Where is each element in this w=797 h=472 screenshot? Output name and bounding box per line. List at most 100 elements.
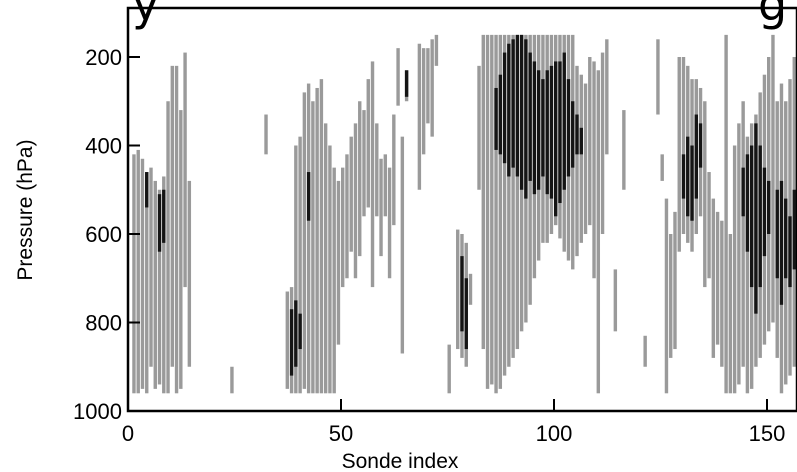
light-cell (485, 34, 490, 389)
y-tick-label: 600 (85, 222, 122, 247)
light-cell (468, 273, 473, 305)
light-cell (707, 172, 711, 279)
dark-cell (294, 300, 298, 367)
dark-cell (558, 61, 562, 204)
light-cell (673, 211, 677, 350)
light-cell (353, 123, 358, 279)
dark-cell (562, 52, 566, 190)
light-cell (387, 167, 392, 279)
light-cell (140, 158, 145, 389)
light-cell (745, 136, 750, 394)
x-tick-label: 0 (122, 421, 134, 446)
light-cell (430, 39, 434, 137)
light-cell (400, 136, 405, 354)
light-cell (362, 110, 366, 217)
light-cell (656, 39, 660, 115)
y-tick-label: 1000 (73, 399, 122, 424)
light-cell (149, 167, 153, 367)
dark-cell (498, 74, 503, 155)
light-cell (319, 79, 324, 394)
light-cell (515, 34, 520, 350)
light-cell (737, 123, 741, 385)
light-cell (711, 198, 716, 358)
dark-cell (784, 198, 788, 279)
light-cell (660, 154, 664, 181)
light-cell (481, 34, 485, 350)
dark-cell (306, 172, 311, 221)
dark-cell (460, 256, 464, 332)
dark-cell (694, 114, 698, 199)
dark-cell (788, 216, 792, 288)
x-tick-label: 100 (536, 421, 573, 446)
dark-cell (507, 43, 511, 177)
light-cell (349, 136, 353, 252)
dark-cell (515, 34, 520, 177)
dark-cell (494, 87, 498, 150)
light-cell (579, 74, 583, 243)
light-cell (315, 87, 319, 394)
dark-cell (545, 70, 549, 195)
plot-frame (126, 6, 797, 413)
dark-cell (767, 180, 771, 234)
dark-cell (298, 313, 302, 350)
dark-cell (289, 309, 294, 376)
light-cell (507, 34, 511, 367)
x-axis: 0 50 100 150 (122, 399, 785, 446)
x-tick-label: 50 (329, 421, 353, 446)
light-cell (157, 189, 162, 385)
light-cell (183, 52, 187, 288)
light-cell (298, 136, 302, 394)
dark-cell (690, 145, 694, 221)
light-cell (145, 172, 149, 394)
light-cell (170, 65, 175, 367)
top-cut-text-right: g (758, 0, 787, 31)
light-cell (511, 34, 515, 358)
light-cell (502, 34, 507, 376)
light-cell (613, 269, 618, 332)
dark-cell (775, 189, 779, 279)
light-cell (575, 65, 579, 257)
light-cell (396, 48, 400, 106)
light-cell (732, 145, 737, 394)
light-cell (456, 229, 460, 350)
dark-cell (157, 194, 162, 252)
dark-cell (464, 278, 468, 350)
dark-cell (681, 154, 686, 199)
y-axis-label: Pressure (hPa) (14, 139, 37, 280)
light-cell (434, 34, 439, 66)
light-cell (366, 79, 370, 208)
dark-cell (511, 39, 515, 168)
dark-cell (549, 65, 554, 199)
dark-cell (686, 136, 690, 217)
light-cell (323, 123, 328, 394)
light-cell (383, 154, 388, 217)
light-cell (426, 48, 430, 124)
dark-cell (779, 180, 784, 305)
dark-cell (745, 154, 750, 252)
dark-cell (792, 189, 796, 270)
dark-cell (162, 189, 166, 243)
light-cell (187, 180, 192, 367)
light-cell (771, 34, 775, 323)
dark-cell (502, 52, 507, 164)
light-cell (179, 110, 183, 389)
light-cell (336, 180, 341, 345)
dark-cell (571, 101, 575, 168)
x-tick-label: 150 (749, 421, 786, 446)
light-cell (230, 366, 234, 394)
dark-cell (754, 123, 758, 314)
light-cell (703, 101, 707, 288)
top-cut-text-left: y (132, 0, 159, 31)
light-cell (715, 211, 720, 345)
light-cell (285, 291, 290, 389)
light-cell (724, 34, 728, 394)
light-cell (136, 149, 140, 394)
y-axis: 200 400 600 800 1000 (73, 45, 140, 424)
light-cell (728, 234, 733, 394)
light-cell (677, 57, 681, 252)
light-cell (264, 114, 268, 155)
light-cell (306, 83, 311, 394)
dark-cell (536, 70, 541, 190)
light-cell (494, 34, 498, 394)
